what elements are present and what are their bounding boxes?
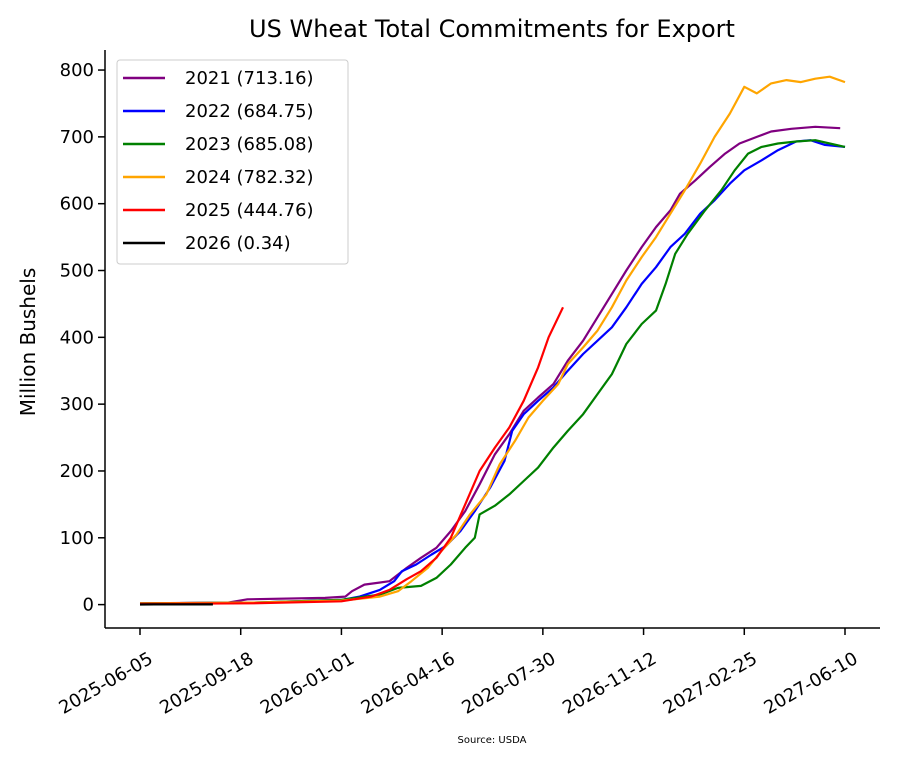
x-tick-label: 2027-06-10: [761, 648, 862, 718]
legend-label-1: 2022 (684.75): [185, 101, 314, 122]
chart-title: US Wheat Total Commitments for Export: [249, 15, 735, 43]
y-tick-label: 800: [60, 60, 94, 81]
y-ticks: 0 100 200 300 400 500 600 700 800: [60, 60, 105, 616]
legend: 2021 (713.16) 2022 (684.75) 2023 (685.08) 2…: [116, 59, 349, 265]
x-tick-label: 2025-09-18: [156, 648, 257, 718]
x-tick-label: 2026-04-16: [358, 648, 459, 718]
x-tick-label: 2026-01-01: [257, 648, 358, 718]
legend-label-2: 2023 (685.08): [185, 134, 314, 155]
legend-label-3: 2024 (782.32): [185, 167, 314, 188]
legend-items: 2021 (713.16) 2022 (684.75) 2023 (685.08) 2…: [123, 68, 314, 254]
y-tick-label: 500: [60, 261, 94, 282]
y-tick-label: 600: [60, 194, 94, 215]
legend-label-5: 2026 (0.34): [185, 233, 291, 254]
x-ticks: 2025-06-05 2025-09-18 2026-01-01 2026-04-16…: [56, 628, 862, 719]
series-line-0: [139, 125, 841, 605]
x-tick-label: 2026-11-12: [559, 648, 660, 718]
legend-label-0: 2021 (713.16): [185, 68, 314, 89]
series-line-4: [139, 306, 564, 606]
series-line-2: [139, 139, 846, 605]
y-axis-label: Million Bushels: [16, 268, 40, 417]
legend-label-4: 2025 (444.76): [185, 200, 314, 221]
y-tick-label: 400: [60, 327, 94, 348]
x-tick-label: 2025-06-05: [56, 648, 157, 718]
series-line-1: [139, 139, 846, 605]
legend-box: [116, 59, 349, 265]
y-tick-label: 0: [83, 595, 94, 616]
y-tick-label: 200: [60, 461, 94, 482]
y-tick-label: 700: [60, 127, 94, 148]
x-tick-label: 2026-07-30: [458, 648, 559, 718]
y-tick-label: 100: [60, 528, 94, 549]
source-label: Source: USDA: [458, 735, 527, 746]
y-tick-label: 300: [60, 394, 94, 415]
series-lines: [139, 75, 846, 606]
x-tick-label: 2027-02-25: [660, 648, 761, 718]
series-line-3: [139, 75, 846, 605]
